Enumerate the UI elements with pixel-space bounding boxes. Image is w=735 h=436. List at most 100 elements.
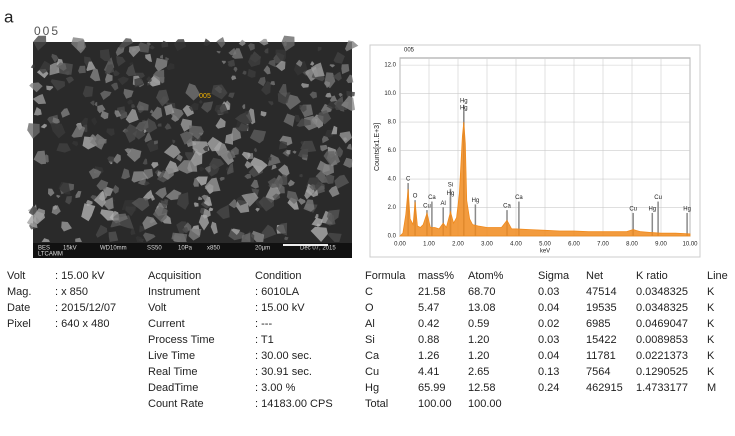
spectrum — [399, 122, 691, 237]
grain — [97, 138, 107, 145]
grain — [161, 40, 169, 48]
grain — [165, 189, 182, 201]
grain — [339, 131, 352, 144]
grain — [176, 154, 183, 162]
peak-label: Hg — [460, 98, 468, 104]
grain — [149, 109, 154, 114]
grain — [104, 197, 114, 210]
grain — [60, 108, 70, 118]
grain — [251, 188, 260, 198]
table-cell: : 30.00 sec. — [255, 350, 312, 362]
grain — [81, 203, 96, 222]
grain — [214, 103, 229, 115]
grain — [117, 76, 129, 86]
table-header: Line — [707, 270, 728, 282]
grain — [334, 146, 344, 158]
grain — [248, 54, 261, 67]
grain — [292, 150, 297, 154]
grain — [185, 83, 201, 101]
table-cell: Live Time — [148, 350, 195, 362]
grain — [198, 214, 210, 231]
grain — [283, 113, 295, 127]
sem-overlay-text: x850 — [207, 246, 221, 252]
grain — [114, 110, 122, 118]
grain — [267, 177, 280, 188]
grain — [41, 154, 49, 163]
grain — [286, 190, 299, 204]
grain — [228, 199, 238, 209]
grain — [217, 147, 228, 161]
grain — [278, 84, 287, 98]
grain — [215, 117, 226, 129]
grain — [317, 110, 332, 125]
table-cell: 1.20 — [468, 334, 489, 346]
table-cell: Real Time — [148, 366, 198, 378]
sem-overlay-text: Dec 07, 2015 — [300, 246, 336, 252]
grain — [119, 38, 134, 50]
table-cell: K — [707, 302, 715, 314]
grain — [231, 228, 241, 235]
grain — [234, 110, 253, 126]
grain — [216, 50, 221, 54]
grain — [216, 37, 226, 48]
grain — [160, 54, 163, 59]
grain — [127, 99, 133, 105]
y-tick-label: 0.0 — [388, 234, 397, 240]
table-cell: Al — [365, 318, 375, 330]
grain — [131, 104, 136, 109]
grain — [134, 77, 144, 88]
y-tick-label: 10.0 — [384, 91, 396, 97]
table-cell: K — [707, 334, 715, 346]
grain — [162, 167, 174, 180]
grain — [75, 237, 82, 242]
grain — [268, 157, 272, 161]
table-cell: 100.00 — [418, 398, 452, 410]
grain — [278, 184, 285, 194]
grain — [27, 123, 40, 139]
info-cell: : 640 x 480 — [55, 318, 109, 330]
grain — [82, 85, 94, 98]
grain — [309, 91, 317, 99]
info-cell: : 2015/12/07 — [55, 302, 116, 314]
grain — [221, 60, 226, 65]
grain — [137, 178, 146, 186]
sem-texture — [26, 35, 359, 242]
table-cell: 0.03 — [538, 334, 559, 346]
grain — [328, 185, 340, 198]
table-cell: 5.47 — [418, 302, 439, 314]
grain — [201, 194, 209, 202]
table-cell: 0.88 — [418, 334, 439, 346]
grain — [265, 183, 281, 203]
grain — [26, 215, 38, 229]
image-label: 005 — [34, 24, 60, 38]
table-cell: 0.0469047 — [636, 318, 688, 330]
grain — [331, 125, 338, 135]
sem-image — [33, 42, 352, 258]
y-tick-label: 8.0 — [388, 120, 397, 126]
grain — [323, 173, 335, 184]
grain — [314, 214, 319, 219]
grain — [78, 65, 86, 74]
grain — [301, 83, 309, 88]
table-cell: 2.65 — [468, 366, 489, 378]
table-cell: K — [707, 318, 715, 330]
grain — [71, 37, 85, 54]
grain — [166, 63, 175, 71]
sem-overlay-text: SS50 — [147, 246, 162, 252]
grain — [187, 160, 198, 172]
x-tick-label: 2.00 — [452, 242, 464, 248]
grain — [152, 206, 168, 223]
grain — [325, 214, 336, 226]
grain — [207, 136, 222, 152]
grain — [146, 76, 152, 83]
peak-label: Hg — [683, 207, 691, 213]
table-cell: : 30.91 sec. — [255, 366, 312, 378]
grain — [112, 184, 119, 194]
grain — [189, 125, 204, 140]
y-tick-label: 12.0 — [384, 63, 396, 69]
sem-overlay-text: 20µm — [255, 246, 270, 252]
grain — [157, 123, 162, 127]
grain — [100, 90, 112, 100]
peak-label: Cu — [629, 207, 637, 213]
peak-label: O — [413, 194, 418, 200]
